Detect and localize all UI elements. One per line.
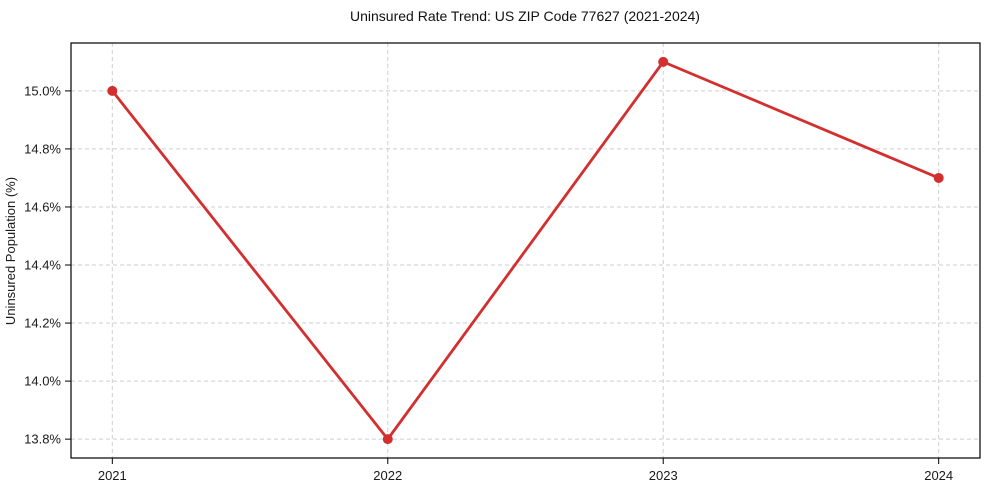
chart-title: Uninsured Rate Trend: US ZIP Code 77627 … xyxy=(350,8,700,24)
plot-border xyxy=(70,42,981,459)
y-axis-label: Uninsured Population (%) xyxy=(3,177,18,325)
data-point-marker xyxy=(382,434,393,445)
data-point-marker xyxy=(933,172,944,183)
y-tick-label: 15.0% xyxy=(24,83,61,98)
y-tick-label: 14.4% xyxy=(24,258,61,273)
axis-layer: 13.8% 14.0% 14.2% 14.4% 14.6% 14.8% 15.0% 2021 2… xyxy=(24,42,981,483)
y-tick-label: 14.8% xyxy=(24,141,61,156)
x-tick-label: 2022 xyxy=(373,468,402,483)
series-layer xyxy=(107,56,944,445)
y-tick-label: 14.0% xyxy=(24,374,61,389)
x-tick-label: 2021 xyxy=(98,468,127,483)
y-tick-label: 14.6% xyxy=(24,199,61,214)
grid-layer xyxy=(71,43,980,458)
y-tick-label: 13.8% xyxy=(24,432,61,447)
data-point-marker xyxy=(107,85,118,96)
x-tick-label: 2024 xyxy=(924,468,953,483)
trend-line xyxy=(110,60,941,441)
x-tick-label: 2023 xyxy=(649,468,678,483)
data-point-marker xyxy=(658,56,669,67)
y-tick-label: 14.2% xyxy=(24,316,61,331)
